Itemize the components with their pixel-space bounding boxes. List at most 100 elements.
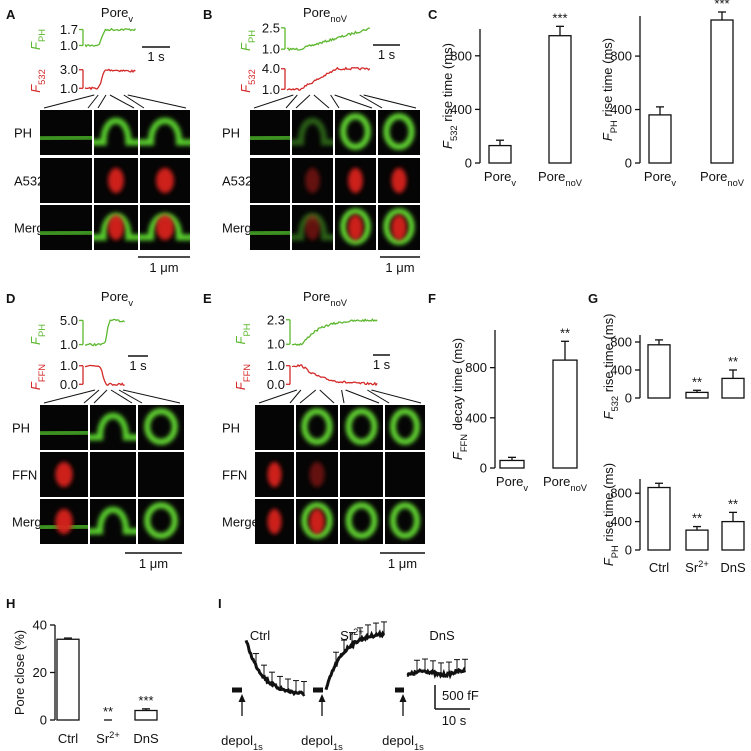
cargo bbox=[309, 461, 325, 488]
label-base: Pore bbox=[303, 289, 330, 304]
label-sub: v bbox=[128, 14, 133, 24]
trace-axis-label: FPH bbox=[238, 30, 257, 51]
label-sub: PH bbox=[242, 324, 252, 337]
condition-label: DnS bbox=[429, 628, 455, 643]
bar bbox=[685, 529, 709, 551]
tile-content bbox=[40, 133, 92, 143]
trace bbox=[84, 27, 136, 48]
y-tick-label: 1.0 bbox=[60, 81, 78, 96]
tile-content bbox=[267, 461, 282, 488]
membrane-ring bbox=[390, 408, 420, 445]
x-tick-label: Sr2+ bbox=[685, 559, 709, 575]
fan-line bbox=[295, 94, 311, 109]
label-sub: 1s bbox=[414, 742, 424, 751]
tile-content bbox=[340, 502, 383, 539]
fan-line bbox=[110, 389, 133, 404]
label-sup: 2+ bbox=[109, 730, 120, 740]
significance: *** bbox=[714, 0, 729, 11]
membrane-ring bbox=[383, 113, 415, 150]
row-label: PH bbox=[222, 126, 240, 141]
row-label: A532 bbox=[222, 174, 252, 189]
significance: ** bbox=[728, 496, 738, 511]
image-tile bbox=[94, 110, 138, 155]
label-base: Pore bbox=[700, 169, 727, 184]
baseline-trace bbox=[232, 687, 242, 693]
trace-axis-label: FPH bbox=[233, 324, 252, 345]
cargo bbox=[108, 214, 124, 241]
stimulus-label: depol1s bbox=[382, 733, 424, 751]
trace-axis-label: FPH bbox=[28, 29, 47, 50]
cargo bbox=[267, 508, 282, 535]
tile-content bbox=[267, 508, 282, 535]
label-sub: v bbox=[511, 178, 516, 188]
label-base: Pore bbox=[543, 474, 570, 489]
significance: ** bbox=[103, 704, 113, 719]
label-base: F bbox=[28, 336, 43, 345]
y-tick-label: 1.7 bbox=[60, 22, 78, 37]
panel-letter: G bbox=[588, 291, 598, 306]
tile-content bbox=[250, 228, 290, 238]
tile-content bbox=[309, 461, 325, 488]
y-tick-label: 20 bbox=[33, 665, 47, 680]
x-tick-label: Porev bbox=[484, 169, 516, 188]
tile-content bbox=[305, 167, 320, 194]
tile-content bbox=[385, 502, 425, 539]
row-label: Merge bbox=[222, 515, 259, 530]
membrane-arch bbox=[140, 117, 190, 146]
fan-line bbox=[363, 94, 417, 109]
cargo bbox=[391, 167, 407, 194]
image-tile bbox=[90, 405, 136, 450]
tile-content bbox=[138, 408, 184, 445]
bar bbox=[548, 35, 572, 164]
space-scale-label: 1 μm bbox=[149, 260, 178, 275]
membrane bbox=[250, 228, 290, 238]
label-sup: 2+ bbox=[353, 627, 364, 637]
membrane bbox=[250, 133, 290, 143]
y-tick-label: 0 bbox=[40, 713, 47, 728]
tile-content bbox=[378, 208, 420, 245]
panel-letter: H bbox=[6, 596, 15, 611]
cargo bbox=[309, 508, 325, 535]
trace-axis-label: FFFN bbox=[233, 364, 252, 390]
membrane-ring bbox=[340, 113, 371, 150]
time-scale-label: 10 s bbox=[442, 713, 467, 728]
y-tick-label: 800 bbox=[610, 486, 632, 501]
time-scale-label: 1 s bbox=[147, 49, 165, 64]
label-rest: decay time (ms) bbox=[450, 338, 465, 434]
space-scale-label: 1 μm bbox=[388, 556, 417, 571]
y-tick-label: 5.0 bbox=[60, 313, 78, 328]
x-tick-label: PorenoV bbox=[700, 169, 745, 188]
label-sub: PH bbox=[247, 30, 257, 43]
panel-title: Porev bbox=[101, 289, 133, 308]
tile-content bbox=[40, 508, 88, 535]
fan-line bbox=[109, 94, 135, 109]
bar bbox=[648, 114, 672, 164]
y-tick-label: 1.0 bbox=[262, 82, 280, 97]
panel-letter: D bbox=[6, 291, 15, 306]
membrane bbox=[40, 428, 88, 438]
x-tick-label: DnS bbox=[133, 731, 159, 746]
panel-letter: A bbox=[6, 7, 16, 22]
image-tile bbox=[138, 452, 184, 497]
tile-content bbox=[138, 502, 184, 539]
label-sub: noV bbox=[570, 483, 587, 493]
label-sub: v bbox=[523, 483, 528, 493]
tile-content bbox=[156, 167, 174, 194]
tile-content bbox=[140, 117, 190, 146]
y-tick-label: 400 bbox=[450, 102, 472, 117]
label-base: F bbox=[601, 557, 616, 566]
time-scale-label: 1 s bbox=[129, 358, 147, 373]
y-tick-label: 0 bbox=[625, 543, 632, 558]
fan-line bbox=[123, 94, 145, 109]
label-base: Sr bbox=[96, 731, 110, 746]
membrane-ring bbox=[340, 208, 371, 245]
label-base: F bbox=[601, 410, 616, 419]
fan-line bbox=[97, 94, 107, 109]
time-scale-label: 1 s bbox=[378, 47, 396, 62]
trace bbox=[286, 27, 370, 52]
y-tick-label: 1.0 bbox=[262, 42, 280, 57]
fan-line bbox=[258, 389, 298, 404]
label-sub: v bbox=[128, 298, 133, 308]
image-tile bbox=[140, 110, 190, 155]
